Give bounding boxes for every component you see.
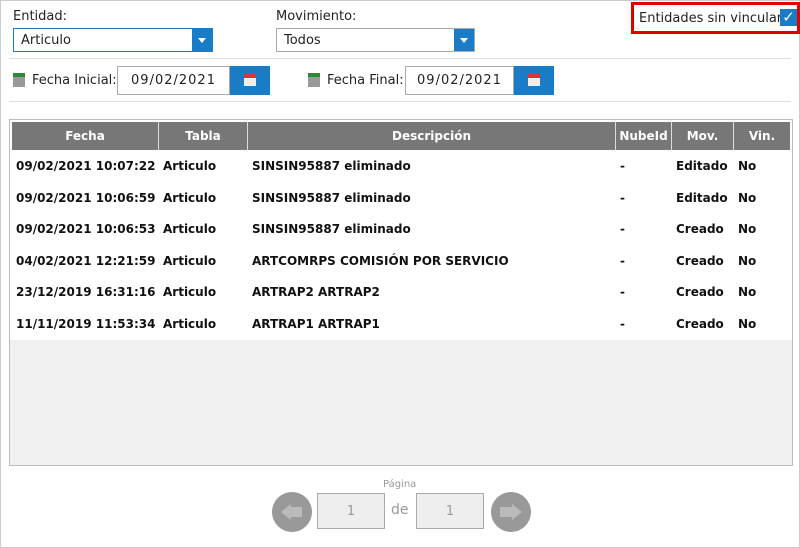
cell-nubeid: - bbox=[620, 253, 625, 268]
cell-tabla: Articulo bbox=[163, 253, 217, 268]
chevron-down-icon bbox=[454, 29, 474, 51]
cell-fecha: 09/02/2021 10:06:53 bbox=[16, 222, 156, 237]
cell-fecha: 04/02/2021 12:21:59 bbox=[16, 253, 156, 268]
col-vin[interactable]: Vin. bbox=[748, 129, 776, 143]
movimiento-value: Todos bbox=[284, 33, 321, 48]
cell-mov: Creado bbox=[676, 222, 724, 237]
entidad-value: Articulo bbox=[21, 33, 71, 48]
cell-descripcion: SINSIN95887 eliminado bbox=[252, 190, 411, 205]
arrow-right-icon bbox=[512, 504, 522, 520]
sin-vincular-label: Entidades sin vincular bbox=[639, 11, 783, 26]
cell-tabla: Articulo bbox=[163, 285, 217, 300]
cell-tabla: Articulo bbox=[163, 222, 217, 237]
sin-vincular-highlight: Entidades sin vincular ✓ bbox=[631, 2, 800, 34]
cell-descripcion: ARTRAP1 ARTRAP1 bbox=[252, 316, 380, 331]
table-row[interactable]: 04/02/2021 12:21:59 Articulo ARTCOMRPS COM… bbox=[10, 244, 792, 277]
table-row[interactable]: 23/12/2019 16:31:16 Articulo ARTRAP2 ARTRA… bbox=[10, 276, 792, 308]
fecha-final-calendar-button[interactable] bbox=[514, 66, 554, 95]
movimiento-select[interactable]: Todos bbox=[276, 28, 475, 52]
cell-tabla: Articulo bbox=[163, 316, 217, 331]
cell-nubeid: - bbox=[620, 222, 625, 237]
cell-descripcion: ARTCOMRPS COMISIÓN POR SERVICIO bbox=[252, 253, 509, 268]
table-row[interactable]: 11/11/2019 11:53:34 Articulo ARTRAP1 ARTRA… bbox=[10, 307, 792, 340]
current-page-input[interactable]: 1 bbox=[317, 493, 385, 529]
table-header: Fecha Tabla Descripción NubeId Mov. Vin. bbox=[10, 120, 792, 150]
fecha-final-input[interactable]: 09/02/2021 bbox=[405, 66, 514, 95]
arrow-left-icon bbox=[281, 504, 291, 520]
col-descripcion[interactable]: Descripción bbox=[248, 122, 616, 150]
cell-vin: No bbox=[738, 285, 757, 300]
chevron-down-icon bbox=[192, 29, 212, 51]
history-table: Fecha Tabla Descripción NubeId Mov. Vin.… bbox=[9, 119, 793, 466]
cell-mov: Creado bbox=[676, 316, 724, 331]
fecha-inicial-label: Fecha Inicial: bbox=[32, 73, 117, 88]
fecha-inicial-input[interactable]: 09/02/2021 bbox=[117, 66, 230, 95]
col-nubeid[interactable]: NubeId bbox=[616, 122, 672, 150]
fecha-inicial-calendar-button[interactable] bbox=[230, 66, 270, 95]
sin-vincular-checkbox[interactable]: ✓ bbox=[780, 9, 797, 26]
next-page-button[interactable] bbox=[491, 492, 531, 532]
cell-nubeid: - bbox=[620, 285, 625, 300]
table-row[interactable]: 09/02/2021 10:06:59 Articulo SINSIN95887 e… bbox=[10, 181, 792, 214]
cell-fecha: 09/02/2021 10:07:22 bbox=[16, 159, 156, 173]
cell-mov: Editado bbox=[676, 190, 728, 205]
divider bbox=[9, 101, 791, 102]
entidad-select[interactable]: Articulo bbox=[13, 28, 213, 52]
cell-vin: No bbox=[738, 159, 757, 173]
cell-nubeid: - bbox=[620, 190, 625, 205]
cell-mov: Creado bbox=[676, 253, 724, 268]
cell-nubeid: - bbox=[620, 316, 625, 331]
cell-descripcion: SINSIN95887 eliminado bbox=[252, 222, 411, 237]
cell-descripcion: SINSIN95887 eliminado bbox=[252, 159, 411, 173]
divider bbox=[9, 58, 791, 59]
cell-tabla: Articulo bbox=[163, 159, 217, 173]
calendar-icon bbox=[13, 73, 25, 87]
entidad-label: Entidad: bbox=[13, 9, 68, 24]
cell-fecha: 09/02/2021 10:06:59 bbox=[16, 190, 156, 205]
total-pages: 1 bbox=[416, 493, 484, 529]
cell-vin: No bbox=[738, 253, 757, 268]
prev-page-button[interactable] bbox=[272, 492, 312, 532]
calendar-icon bbox=[244, 74, 256, 86]
cell-vin: No bbox=[738, 190, 757, 205]
cell-mov: Creado bbox=[676, 285, 724, 300]
cell-vin: No bbox=[738, 222, 757, 237]
cell-mov: Editado bbox=[676, 159, 728, 173]
col-tabla[interactable]: Tabla bbox=[159, 122, 248, 150]
cell-vin: No bbox=[738, 316, 757, 331]
cell-fecha: 11/11/2019 11:53:34 bbox=[16, 316, 156, 331]
table-body: 09/02/2021 10:07:22 Articulo SINSIN95887 e… bbox=[10, 150, 792, 340]
cell-nubeid: - bbox=[620, 159, 625, 173]
calendar-icon bbox=[308, 73, 320, 87]
col-fecha[interactable]: Fecha bbox=[12, 122, 159, 150]
movimiento-label: Movimiento: bbox=[276, 9, 357, 24]
col-mov[interactable]: Mov. bbox=[672, 122, 734, 150]
pagina-label: Página bbox=[383, 479, 417, 490]
table-row[interactable]: 09/02/2021 10:07:22 Articulo SINSIN95887 e… bbox=[10, 150, 792, 182]
fecha-final-label: Fecha Final: bbox=[327, 73, 404, 88]
de-label: de bbox=[391, 502, 409, 518]
calendar-icon bbox=[528, 74, 540, 86]
cell-fecha: 23/12/2019 16:31:16 bbox=[16, 285, 156, 300]
table-row[interactable]: 09/02/2021 10:06:53 Articulo SINSIN95887 e… bbox=[10, 213, 792, 245]
cell-tabla: Articulo bbox=[163, 190, 217, 205]
cell-descripcion: ARTRAP2 ARTRAP2 bbox=[252, 285, 380, 300]
